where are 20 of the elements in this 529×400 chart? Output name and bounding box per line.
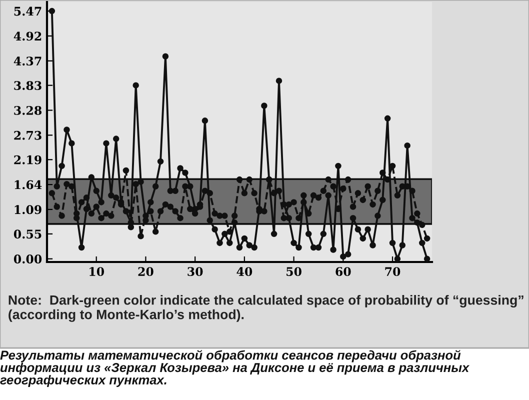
y-tick-label: 4.37 <box>14 56 42 66</box>
x-tick-label: 70 <box>385 267 400 276</box>
y-tick-label: 5.47 <box>14 6 42 16</box>
y-tick-label: 3.83 <box>14 81 42 90</box>
x-tick-label: 20 <box>138 267 154 276</box>
y-tick-label: 1.64 <box>14 180 42 190</box>
y-tick-label: 4.92 <box>14 32 42 41</box>
y-tick-label: 3.28 <box>14 106 42 115</box>
x-tick-label: 50 <box>286 267 302 276</box>
x-tick-label: 30 <box>188 267 203 276</box>
y-tick-label: 1.09 <box>14 205 42 214</box>
text: Note: Dark-green color indicate the calculated space of probability of “guessing” (according to Monte-Karlo’s method). <box>8 295 524 322</box>
y-tick-label: 2.73 <box>14 130 42 140</box>
y-tick-label: 0.55 <box>14 230 42 239</box>
y-tick-label: 2.19 <box>14 155 42 164</box>
text: Результаты математической обработки сеансов передачи образной информации из «Зеркал Козырева» на Диксоне и её приема в различных географических пунктах. <box>0 350 470 387</box>
y-tick-label: 0.00 <box>14 254 42 264</box>
x-tick-label: 10 <box>90 267 104 276</box>
x-tick-label: 40 <box>236 267 252 276</box>
x-tick-label: 60 <box>336 267 351 276</box>
